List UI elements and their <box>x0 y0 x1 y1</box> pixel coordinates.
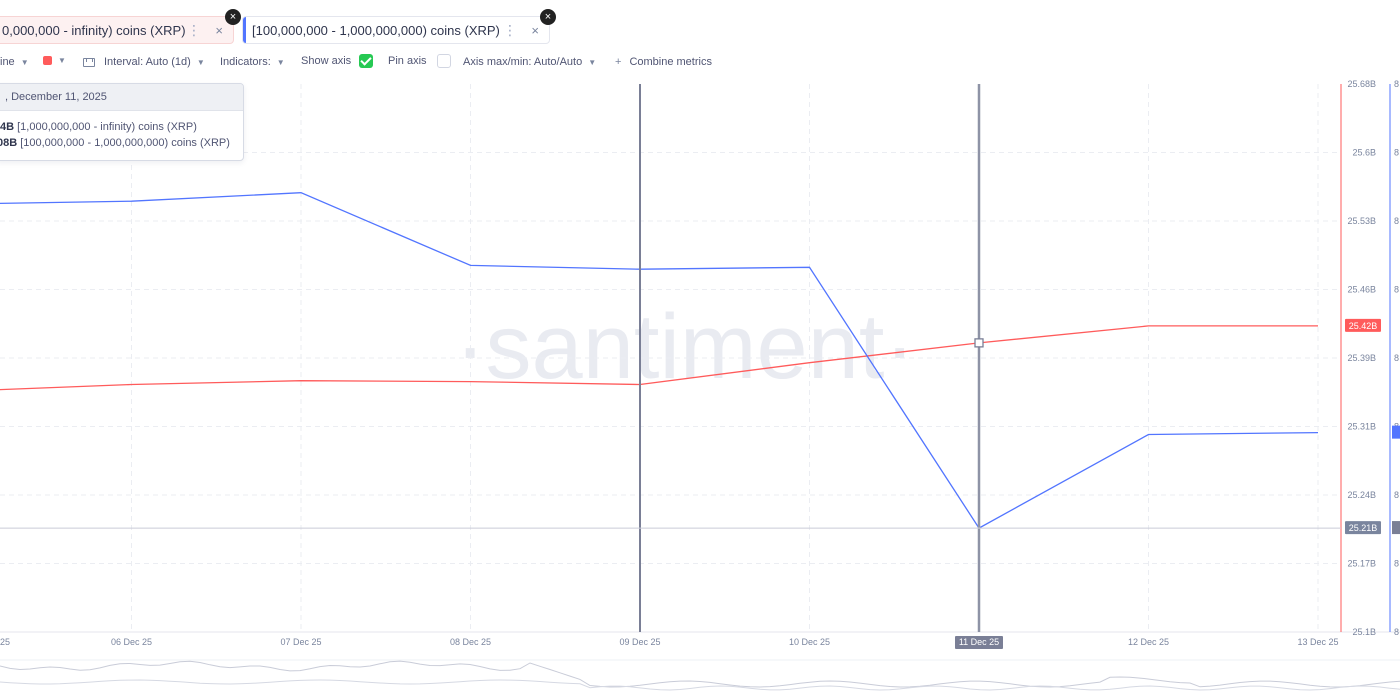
axis-minmax-label: Axis max/min: Auto/Auto <box>463 56 583 68</box>
show-axis-toggle[interactable]: Show axis <box>301 54 374 68</box>
combine-metrics-button[interactable]: + Combine metrics <box>615 56 712 68</box>
blue-axis-tick: 8 <box>1394 285 1399 295</box>
more-options-icon[interactable]: ⋮ <box>187 21 201 38</box>
current-value-badge-text: 25.42B <box>1349 321 1378 331</box>
pin-axis-checkbox[interactable] <box>436 54 451 68</box>
blue-axis-tick: 8 <box>1394 627 1399 637</box>
interval-label: Interval: Auto (1d) <box>104 56 191 68</box>
x-axis: 25 06 Dec 25 07 Dec 25 08 Dec 25 09 Dec 25 10… <box>0 631 1400 649</box>
chevron-down-icon: ▼ <box>276 57 285 67</box>
blue-axis-tick: 8 <box>1394 353 1399 363</box>
y-tick-label: 25.24B <box>1347 490 1376 500</box>
navigator[interactable] <box>0 659 1400 691</box>
metric-tab-label: [100,000,000 - 1,000,000,000) coins (XRP… <box>252 22 500 38</box>
blue-axis-tick: 8 <box>1394 79 1399 89</box>
y-tick-label: 25.68B <box>1347 79 1376 89</box>
x-tick-label: 08 Dec 25 <box>450 637 491 647</box>
pin-axis-label: Pin axis <box>388 55 427 67</box>
x-tick-label: 25 <box>0 637 10 647</box>
navigator-line-secondary <box>0 679 1400 691</box>
tooltip-value: .4B <box>0 121 15 133</box>
y-tick-label: 25.31B <box>1347 422 1376 432</box>
x-tick-label: 10 Dec 25 <box>789 637 830 647</box>
interval-dropdown[interactable]: Interval: Auto (1d) ▼ <box>83 56 205 68</box>
metric-tab-label: 0,000,000 - infinity) coins (XRP) <box>2 22 186 38</box>
tooltip-value: 08B <box>0 137 18 149</box>
crosshair <box>0 84 1341 632</box>
chart-tooltip: , December 11, 2025 .4B[1,000,000,000 - … <box>0 83 244 161</box>
blue-axis-tick: 8 <box>1394 559 1399 569</box>
crosshair-value-badge-text: 25.21B <box>1349 523 1378 533</box>
chevron-down-icon: ▼ <box>196 57 205 67</box>
series-color-marker <box>243 17 246 43</box>
tooltip-row: .4B[1,000,000,000 - infinity) coins (XRP… <box>0 121 197 133</box>
y-tick-label: 25.46B <box>1347 285 1376 295</box>
show-axis-label: Show axis <box>301 55 352 67</box>
blue-axis-tick: 8 <box>1394 490 1399 500</box>
indicators-label: Indicators: <box>220 56 271 68</box>
blue-axis-tick: 8 <box>1394 148 1399 158</box>
remove-metric-icon[interactable]: × <box>225 9 241 25</box>
x-tick-label: 11 Dec 25 <box>959 637 999 647</box>
tooltip-metric-label: [100,000,000 - 1,000,000,000) coins (XRP… <box>20 137 230 149</box>
close-icon[interactable]: × <box>531 22 539 38</box>
x-tick-label: 09 Dec 25 <box>619 637 660 647</box>
line-type-dropdown[interactable]: ine ▼ <box>0 56 29 68</box>
metric-settings-toolbar: ine ▼ ▼ Interval: Auto (1d) ▼ Indicators: ▼… <box>0 53 760 73</box>
combine-metrics-label: Combine metrics <box>629 56 712 68</box>
tooltip-row: 08B[100,000,000 - 1,000,000,000) coins (… <box>0 137 230 149</box>
y-tick-label: 25.39B <box>1347 353 1376 363</box>
y-tick-label: 25.1B <box>1352 627 1376 637</box>
plus-icon: + <box>615 56 622 68</box>
metric-tab-whales-100m[interactable]: [100,000,000 - 1,000,000,000) coins (XRP… <box>242 16 550 44</box>
right-axis: 25.68B 25.6B 25.53B 25.46B 25.39B 25.31B 25.24… <box>1340 79 1400 637</box>
x-tick-label: 06 Dec 25 <box>111 637 152 647</box>
blue-axis-tick: 8 <box>1394 216 1399 226</box>
metric-tab-whales-1b[interactable]: 0,000,000 - infinity) coins (XRP) ⋮ × <box>0 16 234 44</box>
blue-axis-badge <box>1392 425 1400 439</box>
y-tick-label: 25.17B <box>1347 559 1376 569</box>
navigator-line <box>0 660 1400 688</box>
santiment-watermark: ·santiment· <box>455 296 915 398</box>
x-tick-label: 13 Dec 25 <box>1297 637 1338 647</box>
close-icon[interactable]: × <box>215 22 223 38</box>
crosshair-value-badge <box>1345 521 1381 535</box>
chevron-down-icon: ▼ <box>20 57 29 67</box>
color-swatch <box>43 56 52 65</box>
hover-point-marker <box>974 338 984 348</box>
indicators-dropdown[interactable]: Indicators: ▼ <box>220 56 285 68</box>
remove-metric-icon[interactable]: × <box>540 9 556 25</box>
metric-tabs: 0,000,000 - infinity) coins (XRP) ⋮ × × … <box>0 0 1400 50</box>
more-options-icon[interactable]: ⋮ <box>503 21 517 38</box>
line-type-label: ine <box>0 56 15 68</box>
axis-minmax-dropdown[interactable]: Axis max/min: Auto/Auto ▼ <box>463 56 596 68</box>
calendar-icon <box>83 57 95 67</box>
tooltip-date: , December 11, 2025 <box>0 84 243 111</box>
color-picker[interactable]: ▼ <box>43 56 66 65</box>
grey-axis-badge <box>1392 521 1400 535</box>
tooltip-metric-label: [1,000,000,000 - infinity) coins (XRP) <box>17 121 197 133</box>
x-tick-label: 07 Dec 25 <box>280 637 321 647</box>
chevron-down-icon: ▼ <box>588 57 597 67</box>
grid <box>0 84 1340 632</box>
x-tick-label: 12 Dec 25 <box>1128 637 1169 647</box>
pin-axis-toggle[interactable]: Pin axis <box>388 54 451 68</box>
show-axis-checkbox[interactable] <box>359 54 374 68</box>
y-tick-label: 25.53B <box>1347 216 1376 226</box>
y-tick-label: 25.6B <box>1352 148 1376 158</box>
current-value-badge <box>1345 318 1381 332</box>
x-tick-highlight <box>955 636 1003 649</box>
chevron-down-icon: ▼ <box>58 56 66 65</box>
